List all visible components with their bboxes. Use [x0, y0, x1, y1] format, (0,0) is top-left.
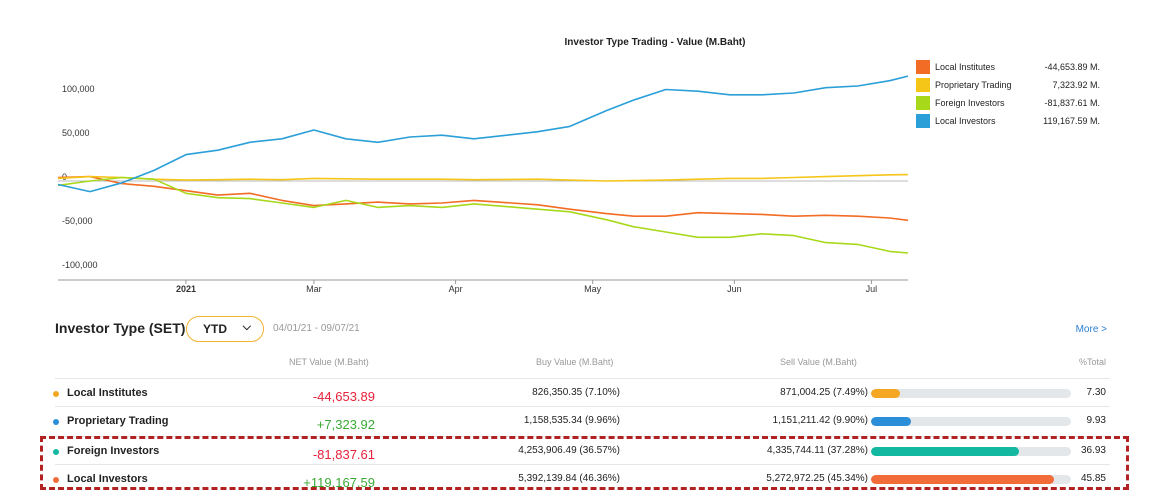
row-name: Local Institutes	[67, 387, 148, 399]
percent-bar	[871, 417, 1071, 426]
legend-swatch	[916, 96, 930, 110]
x-tick-label: Jun	[727, 284, 742, 294]
x-axis: 2021 Mar Apr May Jun Jul	[58, 279, 908, 294]
row-buy-value: 826,350.35 (7.10%)	[532, 387, 620, 398]
column-header-sell: Sell Value (M.Baht)	[780, 357, 857, 367]
table-header-bar: Investor Type (SET) YTD ⌵ 04/01/21 - 09/…	[55, 316, 1110, 346]
row-percent: 36.93	[1080, 445, 1106, 456]
legend-swatch	[916, 78, 930, 92]
row-buy-value: 4,253,906.49 (36.57%)	[518, 445, 620, 456]
row-net-value: -81,837.61	[312, 447, 375, 462]
legend-label: Foreign Investors	[935, 98, 1005, 108]
percent-bar-fill	[871, 475, 1055, 484]
x-tick-label: Apr	[449, 284, 463, 294]
row-name: Proprietary Trading	[67, 415, 169, 427]
legend-value: -44,653.89 M.	[1044, 62, 1100, 72]
chart-panel: Investor Type Trading - Value (M.Baht) 1…	[57, 37, 1146, 294]
series-lines	[57, 75, 909, 254]
legend-label: Proprietary Trading	[935, 80, 1012, 90]
date-range: 04/01/21 - 09/07/21	[273, 323, 360, 334]
legend-label: Local Institutes	[935, 62, 996, 72]
x-tick-label: Mar	[306, 284, 322, 294]
divider	[55, 378, 1110, 379]
series-line-local-investors[interactable]	[57, 75, 909, 193]
percent-bar	[871, 475, 1071, 484]
row-buy-value: 5,392,139.84 (46.36%)	[518, 473, 620, 484]
legend-value: 7,323.92 M.	[1052, 80, 1100, 90]
column-header-total: %Total	[1078, 357, 1106, 367]
y-tick-label: 100,000	[62, 84, 95, 94]
chevron-down-icon: ⌵	[242, 321, 251, 333]
row-dot	[53, 449, 59, 455]
row-net-value: +7,323.92	[316, 417, 375, 432]
column-header-net: NET Value (M.Baht)	[289, 357, 369, 367]
section-title: Investor Type (SET)	[55, 320, 186, 336]
row-name: Local Investors	[67, 473, 148, 485]
chart-title: Investor Type Trading - Value (M.Baht)	[564, 37, 746, 48]
row-percent: 9.93	[1086, 415, 1106, 426]
x-tick-label: May	[584, 284, 602, 294]
x-tick-label: 2021	[176, 284, 196, 294]
legend-swatch	[916, 60, 930, 74]
y-tick-label: -100,000	[62, 260, 98, 270]
row-net-value: +119,167.59	[303, 475, 375, 490]
row-buy-value: 1,158,535.34 (9.96%)	[523, 415, 620, 426]
row-dot	[53, 477, 59, 483]
table-row[interactable]: Local Institutes -44,653.89 826,350.35 (…	[53, 385, 1110, 405]
percent-bar-fill	[871, 447, 1019, 456]
row-dot	[53, 391, 59, 397]
row-percent: 45.85	[1080, 473, 1106, 484]
period-value: YTD	[203, 322, 227, 336]
legend-label: Local Investors	[935, 116, 996, 126]
table-row[interactable]: Proprietary Trading +7,323.92 1,158,535.…	[53, 413, 1110, 433]
legend-item[interactable]: Proprietary Trading 7,323.92 M.	[916, 76, 1146, 94]
x-tick-label: Jul	[866, 284, 878, 294]
highlight-box	[40, 436, 1129, 490]
chart-legend: Local Institutes -44,653.89 M. Proprieta…	[916, 58, 1146, 130]
row-name: Foreign Investors	[67, 445, 160, 457]
percent-bar	[871, 389, 1071, 398]
legend-item[interactable]: Local Investors 119,167.59 M.	[916, 112, 1146, 130]
percent-bar-fill	[871, 417, 911, 426]
y-tick-label: -50,000	[62, 216, 93, 226]
row-percent: 7.30	[1086, 387, 1106, 398]
series-line-proprietary-trading[interactable]	[57, 173, 909, 182]
series-line-local-institutes[interactable]	[57, 175, 909, 222]
series-line-foreign-investors[interactable]	[57, 176, 909, 254]
percent-bar-fill	[871, 389, 901, 398]
column-header-buy: Buy Value (M.Baht)	[536, 357, 614, 367]
legend-item[interactable]: Local Institutes -44,653.89 M.	[916, 58, 1146, 76]
legend-swatch	[916, 114, 930, 128]
row-sell-value: 5,272,972.25 (45.34%)	[766, 473, 868, 484]
table-row[interactable]: Local Investors +119,167.59 5,392,139.84…	[53, 471, 1110, 491]
period-dropdown[interactable]: YTD ⌵	[186, 316, 264, 342]
divider	[55, 406, 1110, 407]
more-link[interactable]: More >	[1075, 324, 1107, 335]
y-tick-label: 50,000	[62, 128, 90, 138]
table-row[interactable]: Foreign Investors -81,837.61 4,253,906.4…	[53, 443, 1110, 463]
legend-value: -81,837.61 M.	[1044, 98, 1100, 108]
row-sell-value: 871,004.25 (7.49%)	[780, 387, 868, 398]
legend-value: 119,167.59 M.	[1043, 116, 1100, 126]
legend-item[interactable]: Foreign Investors -81,837.61 M.	[916, 94, 1146, 112]
row-net-value: -44,653.89	[312, 389, 375, 404]
row-dot	[53, 419, 59, 425]
row-sell-value: 1,151,211.42 (9.90%)	[772, 415, 868, 426]
percent-bar	[871, 447, 1071, 456]
divider	[55, 464, 1110, 465]
row-sell-value: 4,335,744.11 (37.28%)	[766, 445, 868, 456]
